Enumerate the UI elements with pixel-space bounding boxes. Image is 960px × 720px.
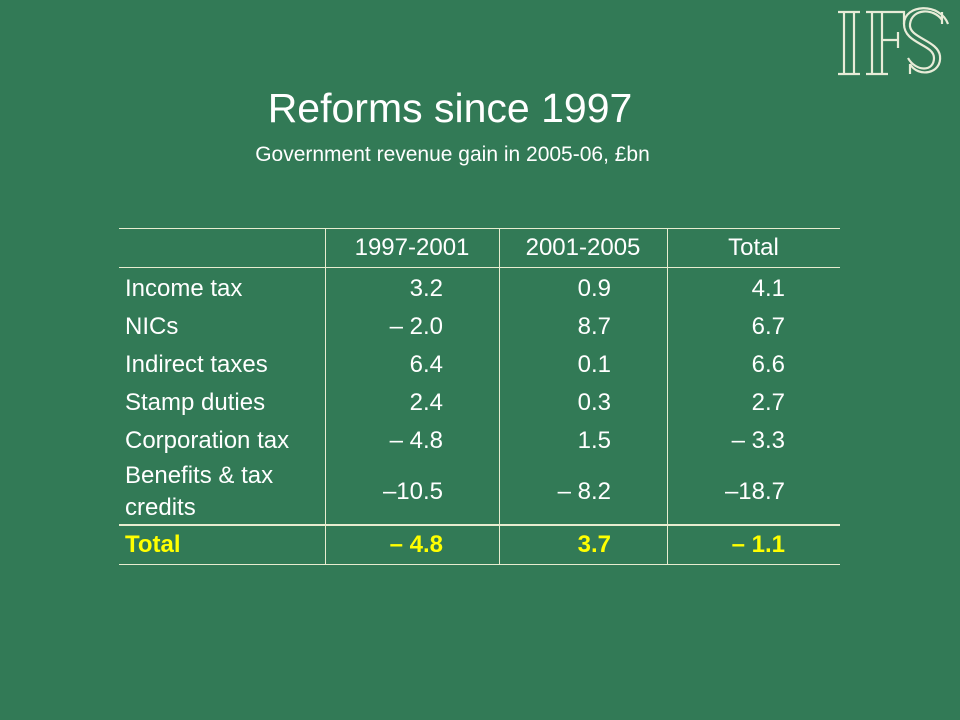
- table-cell: – 4.8: [389, 427, 443, 454]
- column-header: 2001-2005: [525, 234, 641, 261]
- table-cell: – 3.3: [731, 427, 785, 454]
- page-subtitle: Government revenue gain in 2005-06, £bn: [255, 143, 650, 166]
- table-col-divider: [325, 228, 326, 565]
- table-cell: –18.7: [724, 478, 785, 505]
- row-label: Benefits & tax: [125, 462, 274, 489]
- table-cell: 4.1: [751, 275, 785, 302]
- table-cell: 8.7: [577, 313, 611, 340]
- table-cell: –10.5: [382, 478, 443, 505]
- table-cell: 3.2: [409, 275, 443, 302]
- column-header: 1997-2001: [354, 234, 470, 261]
- table-bottom-rule: [119, 564, 840, 565]
- table-top-rule: [119, 228, 840, 229]
- table-cell: 2.4: [409, 389, 443, 416]
- table-cell: – 2.0: [389, 313, 443, 340]
- table-cell: 6.4: [409, 351, 443, 378]
- total-cell: – 4.8: [389, 531, 443, 558]
- table-cell: – 8.2: [557, 478, 611, 505]
- table-col-divider: [499, 228, 500, 565]
- page-title: Reforms since 1997: [267, 85, 633, 131]
- table-cell: 2.7: [751, 389, 785, 416]
- row-label: Indirect taxes: [125, 351, 268, 378]
- total-row-label: Total: [125, 531, 181, 558]
- table-cell: 6.7: [751, 313, 785, 340]
- table-col-divider: [667, 228, 668, 565]
- total-cell: – 1.1: [731, 531, 785, 558]
- table-header-rule: [119, 267, 840, 268]
- row-label: credits: [125, 494, 196, 521]
- table-cell: 1.5: [577, 427, 611, 454]
- table-cell: 0.1: [577, 351, 611, 378]
- table-total-rule: [119, 524, 840, 526]
- ifs-logo: [838, 7, 950, 76]
- table-cell: 0.3: [577, 389, 611, 416]
- row-label: NICs: [125, 313, 179, 340]
- row-label: Corporation tax: [125, 427, 290, 454]
- row-label: Income tax: [125, 275, 243, 302]
- total-cell: 3.7: [577, 531, 611, 558]
- table-cell: 0.9: [577, 275, 611, 302]
- row-label: Stamp duties: [125, 389, 266, 416]
- table-cell: 6.6: [751, 351, 785, 378]
- column-header: Total: [728, 234, 779, 261]
